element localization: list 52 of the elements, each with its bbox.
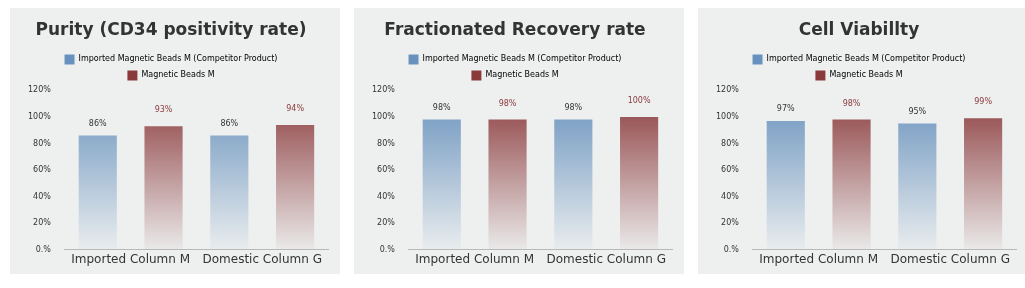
legend-label: Magnetic Beads M — [141, 70, 215, 80]
legend-label: Magnetic Beads M — [829, 70, 903, 80]
bar — [210, 135, 249, 250]
y-tick-label: 20% — [377, 218, 396, 228]
y-tick-label: 80% — [721, 138, 740, 148]
y-tick-label: 40% — [377, 191, 396, 201]
chart-title: Purity (CD34 positivity rate) — [35, 18, 307, 39]
y-tick-label: 0.% — [723, 244, 740, 254]
data-label: 98% — [564, 102, 583, 112]
data-label: 98% — [842, 98, 861, 108]
y-tick-label: 100% — [372, 112, 396, 122]
chart-title: Cell Viabillty — [798, 18, 920, 39]
y-tick-label: 80% — [33, 138, 52, 148]
y-tick-label: 0.% — [379, 244, 396, 254]
x-tick-label: Imported Column M — [71, 251, 191, 266]
x-tick-label: Domestic Column G — [890, 251, 1010, 266]
data-label: 94% — [286, 103, 305, 113]
bar — [144, 126, 183, 250]
y-tick-label: 40% — [721, 191, 740, 201]
x-tick-label: Domestic Column G — [546, 251, 666, 266]
x-tick-label: Imported Column M — [759, 251, 879, 266]
y-tick-label: 60% — [377, 165, 396, 175]
y-tick-label: 120% — [372, 85, 396, 95]
y-tick-label: 60% — [33, 165, 52, 175]
y-tick-label: 60% — [721, 165, 740, 175]
data-label: 86% — [220, 118, 239, 128]
legend-label: Imported Magnetic Beads M (Competitor Product) — [78, 54, 278, 64]
bar — [276, 124, 315, 250]
data-label: 99% — [974, 97, 993, 107]
y-tick-label: 80% — [377, 138, 396, 148]
chart-title: Fractionated Recovery rate — [384, 18, 646, 39]
y-tick-label: 20% — [721, 218, 740, 228]
legend-label: Imported Magnetic Beads M (Competitor Product) — [766, 54, 966, 64]
bar — [78, 135, 117, 250]
data-label: 97% — [776, 103, 796, 113]
y-tick-label: 120% — [28, 85, 52, 95]
data-label: 93% — [154, 105, 173, 115]
y-tick-label: 0.% — [35, 244, 52, 254]
x-tick-label: Imported Column M — [415, 251, 535, 266]
y-tick-label: 100% — [716, 112, 740, 122]
x-tick-label: Domestic Column G — [202, 251, 322, 266]
data-label: 95% — [908, 106, 927, 116]
legend-label: Imported Magnetic Beads M (Competitor Product) — [422, 54, 622, 64]
data-label: 98% — [432, 102, 452, 112]
legend-label: Magnetic Beads M — [485, 70, 559, 80]
y-tick-label: 100% — [28, 112, 52, 122]
data-label: 100% — [627, 96, 651, 106]
data-label: 86% — [88, 118, 108, 128]
data-label: 98% — [498, 98, 517, 108]
y-tick-label: 20% — [33, 218, 52, 228]
y-tick-label: 120% — [716, 85, 740, 95]
y-tick-label: 40% — [33, 191, 52, 201]
